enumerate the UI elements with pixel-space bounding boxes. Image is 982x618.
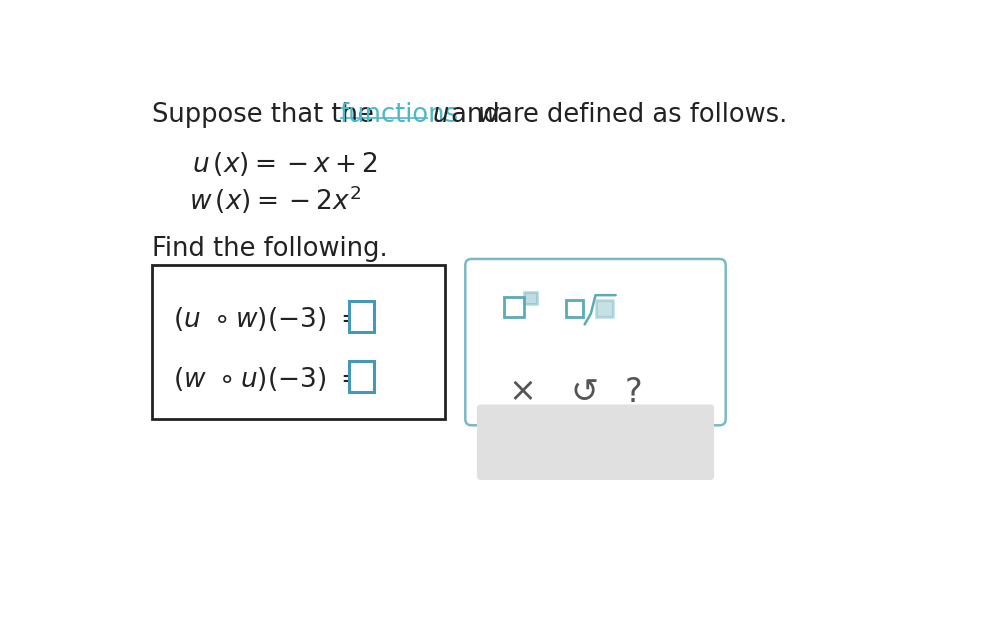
FancyBboxPatch shape <box>477 405 714 480</box>
Bar <box>504 297 524 316</box>
Text: Suppose that the: Suppose that the <box>152 102 382 128</box>
Bar <box>349 362 374 392</box>
Bar <box>152 265 445 419</box>
Bar <box>524 292 536 305</box>
Text: $w\,(x) = -2x^2$: $w\,(x) = -2x^2$ <box>189 184 361 216</box>
Bar <box>566 300 583 316</box>
Text: $\circlearrowleft$: $\circlearrowleft$ <box>565 375 598 407</box>
Text: $(w\ \circ u)(-3)\ =$: $(w\ \circ u)(-3)\ =$ <box>173 365 361 393</box>
Bar <box>349 302 374 332</box>
Text: are defined as follows.: are defined as follows. <box>489 102 787 128</box>
Bar <box>595 300 613 316</box>
Text: $\times$: $\times$ <box>508 375 533 407</box>
Text: and: and <box>443 102 508 128</box>
Text: Find the following.: Find the following. <box>152 236 388 262</box>
Text: w: w <box>477 102 499 128</box>
Text: u: u <box>433 102 449 128</box>
Text: ?: ? <box>625 376 642 409</box>
Text: $u\,(x) = -x+2$: $u\,(x) = -x+2$ <box>192 150 378 177</box>
Text: $(u\ \circ w)(-3)\ =$: $(u\ \circ w)(-3)\ =$ <box>173 305 361 333</box>
FancyBboxPatch shape <box>465 259 726 425</box>
Text: functions: functions <box>340 102 459 128</box>
